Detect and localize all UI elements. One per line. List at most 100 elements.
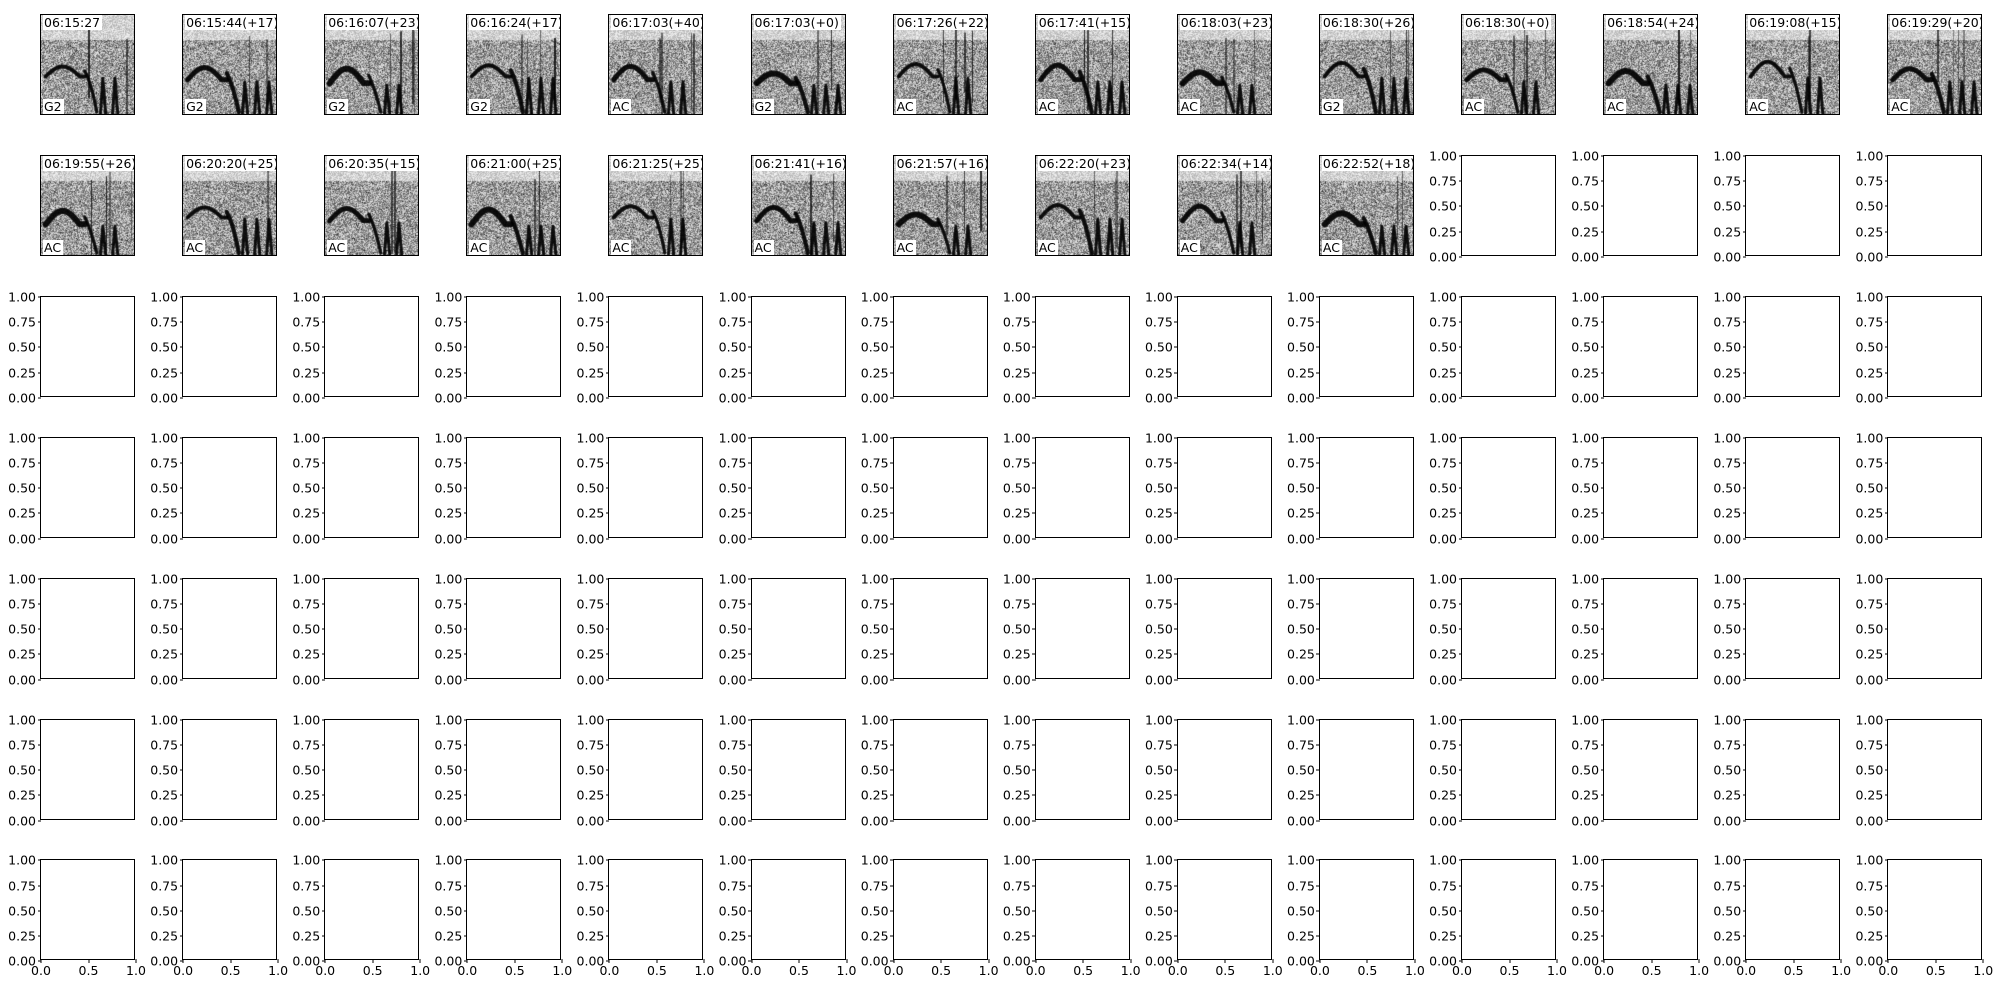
y-tick-label: 0.75 — [1713, 878, 1742, 894]
x-tick-mark — [419, 959, 421, 963]
panel-class-label: AC — [611, 99, 632, 114]
panel-class-label: AC — [1606, 99, 1627, 114]
y-tick-label: 0.50 — [1002, 480, 1031, 496]
y-tick-mark — [748, 437, 752, 439]
spectrogram-panel[interactable]: 06:18:03(+23) AC — [1176, 14, 1272, 115]
y-tick-label: 0.25 — [8, 646, 36, 662]
spectrogram-panel[interactable]: 06:18:30(+26) G2 — [1318, 14, 1414, 115]
spectrogram-panel[interactable]: 06:19:55(+26) AC — [40, 154, 135, 256]
y-tick-label: 0.25 — [1429, 365, 1457, 381]
y-tick-mark — [1174, 653, 1178, 655]
y-tick-label: 1.00 — [8, 430, 36, 446]
spectrogram-image — [41, 15, 134, 114]
panel-timestamp-label: 06:22:52(+18) — [1321, 155, 1413, 171]
y-tick-mark — [37, 679, 41, 681]
y-tick-label: 0.00 — [1144, 813, 1173, 828]
y-tick-mark — [37, 794, 41, 796]
y-tick-label: 0.75 — [1429, 596, 1457, 612]
y-tick-mark — [1458, 512, 1462, 514]
spectrogram-panel[interactable]: 06:22:52(+18) AC — [1318, 154, 1414, 256]
y-tick-label: 0.25 — [150, 505, 179, 521]
y-tick-mark — [1742, 205, 1747, 207]
x-tick-mark — [1745, 959, 1747, 963]
y-tick-mark — [1316, 372, 1320, 374]
spectrogram-panel[interactable]: 06:20:35(+15) AC — [324, 154, 420, 256]
spectrogram-panel[interactable]: 06:15:44(+17) G2 — [182, 14, 278, 115]
y-tick-mark — [890, 578, 894, 580]
y-tick-label: 1.00 — [1002, 852, 1031, 868]
y-tick-mark — [1174, 679, 1178, 681]
spectrogram-panel[interactable]: 06:18:54(+24) AC — [1603, 14, 1699, 115]
spectrogram-panel[interactable]: 06:22:20(+23) AC — [1034, 154, 1130, 256]
y-tick-label: 0.50 — [8, 903, 36, 919]
spectrogram-panel[interactable]: 06:16:07(+23) G2 — [324, 14, 420, 115]
empty-axes: 0.00 0.25 0.50 0.75 1.00 — [861, 431, 988, 545]
y-tick-mark — [179, 769, 184, 771]
spectrogram-panel[interactable]: 06:19:29(+20) AC — [1887, 14, 1983, 115]
spectrogram-panel[interactable]: 06:17:26(+22) AC — [892, 14, 988, 115]
y-tick-mark — [463, 578, 468, 580]
y-tick-label: 0.25 — [1002, 928, 1031, 944]
y-tick-label: 0.50 — [1855, 762, 1884, 778]
y-tick-label: 1.00 — [1287, 289, 1315, 305]
x-tick-mark — [40, 959, 42, 963]
y-tick-mark — [321, 372, 326, 374]
y-tick-mark — [179, 885, 184, 887]
y-tick-mark — [1458, 859, 1462, 861]
y-tick-mark — [1884, 769, 1889, 771]
y-tick-label: 0.75 — [1571, 878, 1600, 894]
y-tick-mark — [321, 910, 326, 912]
x-tick-label: 0.5 — [362, 963, 383, 979]
y-tick-mark — [1458, 935, 1462, 937]
y-tick-mark — [1742, 512, 1747, 514]
empty-axes: 0.00 0.25 0.50 0.75 1.00 — [719, 431, 846, 545]
panel-timestamp-label: 06:18:30(+0) — [1464, 15, 1552, 30]
y-tick-mark — [37, 820, 41, 821]
y-tick-mark — [37, 653, 41, 655]
y-tick-mark — [890, 437, 894, 439]
y-tick-label: 0.75 — [1144, 596, 1173, 612]
spectrogram-panel[interactable]: 06:17:03(+40) AC — [608, 14, 704, 115]
y-tick-label: 1.00 — [1713, 852, 1742, 868]
y-tick-mark — [890, 744, 894, 746]
y-tick-mark — [1032, 859, 1036, 861]
y-tick-mark — [1600, 538, 1605, 540]
spectrogram-panel[interactable]: 06:21:57(+16) AC — [892, 154, 988, 256]
x-tick-label: 1.0 — [1262, 963, 1283, 979]
spectrogram-panel[interactable]: 06:21:41(+16) AC — [750, 154, 846, 256]
spectrogram-panel[interactable]: 06:16:24(+17) G2 — [466, 14, 562, 115]
empty-axes: 0.00 0.25 0.50 0.75 1.00 — [719, 290, 846, 404]
spectrogram-panel[interactable]: 06:22:34(+14) AC — [1176, 154, 1272, 256]
spectrogram-panel[interactable]: 06:21:25(+25) AC — [608, 154, 704, 256]
y-tick-label: 0.00 — [292, 672, 321, 688]
y-tick-mark — [179, 744, 184, 746]
spectrogram-image — [1604, 15, 1698, 114]
spectrogram-panel[interactable]: 06:18:30(+0) AC — [1461, 14, 1556, 115]
y-tick-label: 0.00 — [150, 813, 179, 828]
y-tick-mark — [1174, 910, 1178, 912]
spectrogram-panel[interactable]: 06:20:20(+25) AC — [182, 154, 278, 256]
y-tick-label: 0.25 — [576, 787, 605, 803]
empty-axes: 0.00 0.25 0.50 0.75 1.00 — [1003, 713, 1130, 827]
spectrogram-panel[interactable]: 06:15:27 G2 — [40, 14, 135, 115]
spectrogram-panel[interactable]: 06:21:00(+25) AC — [466, 154, 562, 256]
panel-class-label: AC — [1179, 239, 1200, 255]
spectrogram-image — [609, 155, 703, 255]
spectrogram-panel[interactable]: 06:17:03(+0) G2 — [750, 14, 846, 115]
y-tick-label: 0.75 — [1713, 596, 1742, 612]
y-tick-mark — [1458, 180, 1462, 182]
y-tick-label: 0.25 — [1571, 787, 1600, 803]
spectrogram-image — [751, 155, 845, 255]
y-tick-label: 0.50 — [860, 339, 889, 355]
y-tick-label: 0.75 — [576, 737, 605, 753]
y-tick-mark — [179, 296, 184, 298]
x-tick-mark — [1935, 959, 1937, 963]
spectrogram-panel[interactable]: 06:17:41(+15) AC — [1034, 14, 1130, 115]
y-tick-mark — [890, 603, 894, 605]
y-tick-mark — [1458, 885, 1462, 887]
y-tick-mark — [1032, 820, 1036, 821]
spectrogram-panel[interactable]: 06:19:08(+15) AC — [1745, 14, 1841, 115]
y-tick-mark — [1884, 603, 1889, 605]
y-tick-label: 0.50 — [1144, 339, 1173, 355]
y-tick-mark — [463, 538, 468, 540]
